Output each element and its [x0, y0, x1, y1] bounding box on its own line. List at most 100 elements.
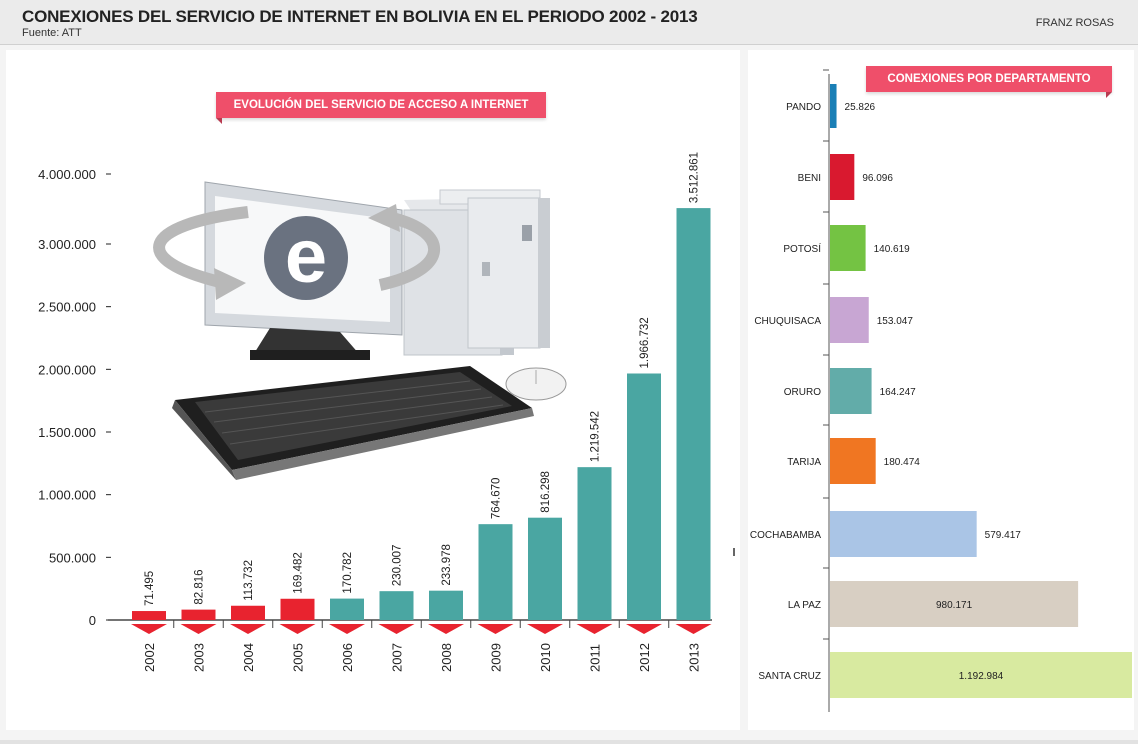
bar	[181, 609, 216, 620]
bar-value-label: 71.495	[144, 571, 156, 606]
y-tick-label: 3.000.000	[38, 237, 96, 252]
department-bar	[830, 154, 855, 200]
bar	[676, 208, 711, 620]
department-value-label: 180.474	[884, 457, 921, 468]
department-bar	[830, 225, 866, 271]
department-bar	[830, 581, 1079, 627]
source-note: Fuente: ATT	[22, 27, 82, 39]
department-label: ORURO	[784, 387, 821, 398]
bar	[280, 598, 315, 620]
x-tick-label: 2006	[340, 643, 355, 672]
y-axis: 0 500.000 1.000.000 1.500.000 2.000.000 2.500…	[38, 167, 111, 628]
x-tick-label: 2007	[390, 643, 405, 672]
x-tick-label: 2011	[588, 644, 603, 672]
bar	[627, 373, 661, 620]
department-label: POTOSÍ	[783, 242, 821, 255]
department-bar-chart: PANDO 25.826 BENI 96.096 POTOSÍ 140.619 CHUQUI…	[750, 69, 1132, 712]
bar-value-label: 230.007	[392, 545, 404, 587]
y-tick-label: 1.500.000	[38, 425, 96, 440]
department-label: SANTA CRUZ	[758, 671, 821, 682]
x-tick-label: 2013	[687, 643, 702, 672]
computer-internet-illustration: e	[153, 181, 567, 480]
bar-value-label: 816.298	[540, 471, 552, 513]
bottom-border	[0, 740, 1138, 744]
year-marker	[378, 624, 415, 634]
bar-series: 71.495 2002 82.816 2003 113.732 2004 169.482 20…	[131, 152, 712, 672]
department-bar	[830, 84, 837, 128]
bar-value-label: 170.782	[342, 552, 354, 594]
bar	[330, 598, 364, 620]
year-marker	[428, 624, 464, 634]
refresh-arrows-icon	[153, 204, 440, 300]
bar	[379, 591, 414, 620]
keyboard-icon	[172, 366, 534, 480]
y-tick-label: 4.000.000	[38, 167, 96, 182]
department-bar	[830, 368, 872, 414]
x-tick-label: 2012	[637, 643, 652, 672]
department-value-label: 153.047	[877, 316, 914, 327]
evolution-ribbon-title: EVOLUCIÓN DEL SERVICIO DE ACCESO A INTER…	[216, 92, 546, 124]
year-marker	[329, 624, 365, 634]
department-bar	[830, 652, 1132, 698]
bar-value-label: 113.732	[243, 560, 255, 601]
bar	[478, 524, 513, 620]
year-marker	[131, 624, 167, 634]
bar-value-label: 3.512.861	[689, 152, 701, 203]
department-value-label: 140.619	[874, 244, 911, 255]
department-bar	[830, 438, 876, 484]
department-value-label: 96.096	[862, 173, 893, 184]
year-marker	[576, 624, 613, 634]
y-tick-label: 2.500.000	[38, 300, 96, 315]
department-bar-series: PANDO 25.826 BENI 96.096 POTOSÍ 140.619 CHUQUI…	[750, 69, 1132, 698]
x-tick-label: 2010	[538, 643, 553, 672]
x-tick-label: 2005	[291, 643, 306, 672]
internet-e-letter: e	[285, 214, 327, 299]
bar	[231, 605, 265, 620]
year-marker	[180, 624, 217, 634]
department-label: COCHABAMBA	[750, 530, 821, 541]
y-tick-label: 2.000.000	[38, 362, 96, 377]
internet-e-icon	[264, 216, 348, 300]
department-value-label: 1.192.984	[959, 671, 1004, 682]
department-value-label: 980.171	[936, 600, 973, 611]
x-tick-label: 2009	[489, 643, 504, 672]
x-tick-label: 2003	[192, 643, 207, 672]
department-bar	[830, 297, 869, 343]
bar	[577, 467, 612, 620]
y-tick-label: 500.000	[49, 550, 96, 565]
server-icon	[403, 189, 550, 356]
bar	[132, 611, 166, 620]
y-tick-label: 1.000.000	[38, 488, 96, 503]
bar-value-label: 764.670	[491, 478, 503, 520]
bar	[429, 590, 463, 620]
page-title: CONEXIONES DEL SERVICIO DE INTERNET EN B…	[22, 7, 698, 26]
department-label: LA PAZ	[788, 600, 821, 611]
department-value-label: 25.826	[845, 102, 876, 113]
x-tick-label: 2004	[241, 643, 256, 672]
y-tick-label: 0	[89, 613, 96, 628]
year-marker	[230, 624, 266, 634]
department-value-label: 164.247	[880, 387, 917, 398]
department-bar	[830, 511, 977, 557]
year-marker	[675, 624, 712, 634]
bar-value-label: 82.816	[194, 569, 206, 604]
bar-value-label: 233.978	[441, 544, 453, 586]
bar-value-label: 169.482	[293, 552, 305, 594]
department-value-label: 579.417	[985, 530, 1022, 541]
department-label: PANDO	[786, 102, 821, 113]
x-tick-label: 2002	[142, 643, 157, 672]
x-tick-label: 2008	[439, 643, 454, 672]
bar-value-label: 1.966.732	[639, 317, 651, 368]
department-label: CHUQUISACA	[754, 316, 821, 327]
department-label: TARIJA	[787, 457, 821, 468]
bar-value-label: 1.219.542	[590, 411, 602, 462]
year-marker	[477, 624, 514, 634]
department-ribbon-title: CONEXIONES POR DEPARTAMENTO	[866, 66, 1112, 98]
department-label: BENI	[798, 173, 821, 184]
year-marker	[279, 624, 316, 634]
year-marker	[527, 624, 563, 634]
bar	[528, 517, 562, 620]
header-bar: CONEXIONES DEL SERVICIO DE INTERNET EN B…	[0, 0, 1138, 45]
